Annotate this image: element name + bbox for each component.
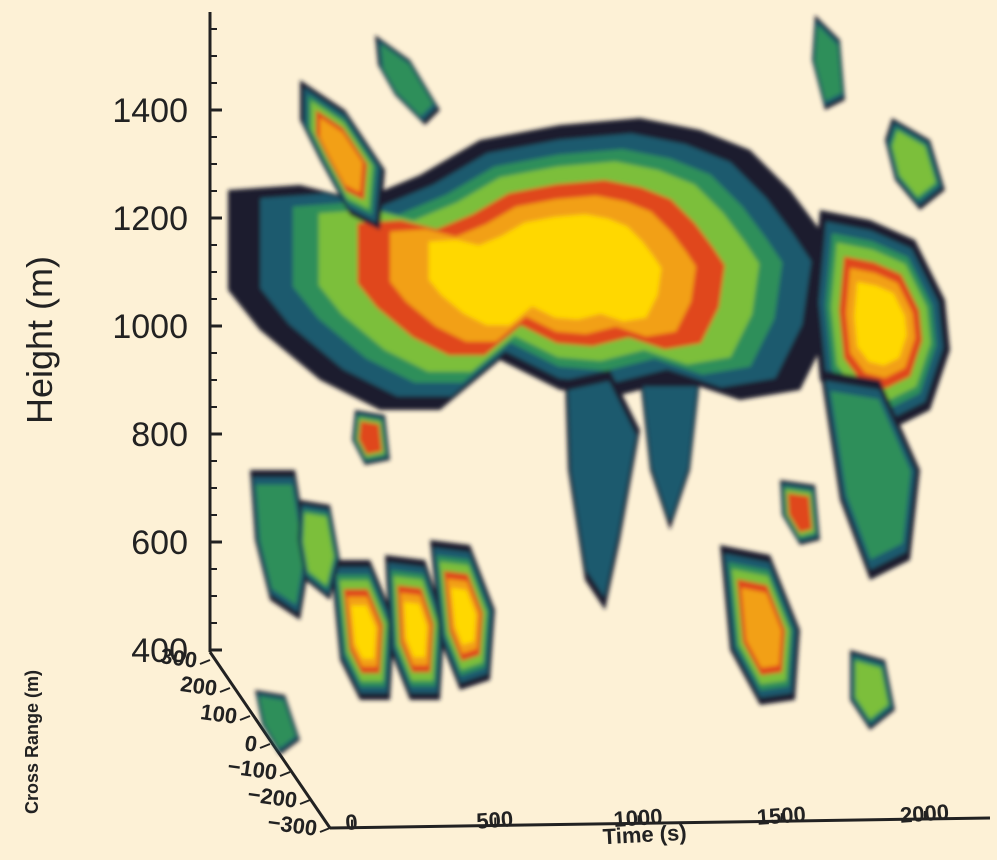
streamer-b xyxy=(640,380,700,530)
cross-range-tick-label: 300 xyxy=(159,643,199,673)
time-tick-label: 0 xyxy=(344,809,358,835)
streamer-c xyxy=(250,470,310,620)
streamer-d-level xyxy=(830,391,911,560)
time-tick-label: 1500 xyxy=(756,801,807,829)
small-cell-2 xyxy=(850,650,895,730)
cross-range-tick-label: −300 xyxy=(266,809,319,841)
streamer-a-level xyxy=(568,381,636,598)
upper-plume-left xyxy=(300,80,385,230)
time-ticks: 0 500 1000 1500 2000 xyxy=(344,799,949,835)
cross-range-tick-mark xyxy=(239,715,251,721)
cross-range-tick-label: 200 xyxy=(179,671,219,701)
low-plume-2 xyxy=(385,555,445,700)
low-plume-1-level xyxy=(351,605,376,659)
cross-range-tick-label: −200 xyxy=(246,781,299,813)
streak-1 xyxy=(375,35,440,125)
height-tick-label: 400 xyxy=(131,632,188,670)
height-tick-label: 1000 xyxy=(112,308,188,346)
height-tick-label: 1200 xyxy=(112,200,188,238)
isosurface-layer xyxy=(228,15,950,755)
low-plume-4-level xyxy=(303,513,334,586)
cross-range-tick-mark xyxy=(219,687,231,693)
height-axis-label: Height (m) xyxy=(19,256,60,424)
cross-range-tick-mark xyxy=(259,743,271,749)
small-cell-4-level xyxy=(359,421,382,455)
cross-range-tick-label: 0 xyxy=(243,730,259,756)
height-tick-label: 800 xyxy=(131,416,188,454)
streamer-a xyxy=(565,370,640,610)
cross-range-tick-mark xyxy=(199,659,211,665)
low-plume-4 xyxy=(298,500,340,600)
streak-1-level xyxy=(380,44,433,117)
small-cell-1-level xyxy=(787,493,812,533)
streamer-d xyxy=(820,370,920,580)
low-plume-1 xyxy=(330,560,395,700)
time-axis-line xyxy=(329,816,991,830)
small-cell-2-level xyxy=(855,661,888,719)
time-axis-label: Time (s) xyxy=(602,820,687,849)
small-cell-1 xyxy=(780,480,820,545)
streak-2-level xyxy=(815,25,842,101)
cross-range-tick-mark xyxy=(319,827,331,833)
small-cell-3-level xyxy=(259,696,296,749)
height-ticks: 400 600 800 1000 1200 1400 xyxy=(112,28,222,670)
small-cell-4 xyxy=(352,410,390,465)
cross-range-tick-label: −100 xyxy=(226,753,279,785)
upper-plume-right xyxy=(885,118,945,210)
streak-2 xyxy=(812,15,845,110)
mid-plume-level xyxy=(741,587,782,668)
low-plume-2-level xyxy=(404,602,427,658)
time-tick-label: 1000 xyxy=(613,804,664,832)
cross-range-axis-line xyxy=(208,651,332,829)
cross-range-tick-mark xyxy=(279,771,291,777)
time-tick-label: 500 xyxy=(476,806,514,834)
height-tick-label: 600 xyxy=(131,524,188,562)
main-layer-west-level xyxy=(428,214,662,326)
cross-range-axis-label: Cross Range (m) xyxy=(22,670,42,814)
cross-range-tick-label: 100 xyxy=(199,699,239,729)
upper-plume-right-level xyxy=(892,130,936,197)
streamer-c-level xyxy=(256,484,304,605)
cross-range-tick-mark xyxy=(299,799,311,805)
mid-plume xyxy=(720,545,800,705)
height-tick-label: 1400 xyxy=(112,92,188,130)
streamer-b-level xyxy=(643,386,697,522)
upper-plume-left-level xyxy=(320,117,363,193)
main-layer-west xyxy=(228,118,840,410)
low-plume-3 xyxy=(430,540,495,690)
time-tick-label: 2000 xyxy=(899,799,950,827)
small-cell-3 xyxy=(255,690,300,755)
low-plume-3-level xyxy=(451,588,476,645)
main-layer-east-level xyxy=(854,281,907,366)
